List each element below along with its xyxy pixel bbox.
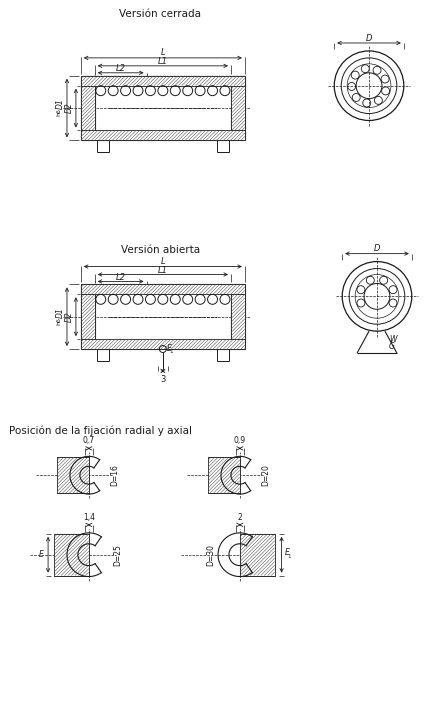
Text: L2: L2 [116,273,126,282]
Text: 0,9: 0,9 [234,436,246,446]
Bar [81,294,95,339]
Text: L: L [160,49,165,58]
Bar [208,458,240,493]
Text: D: D [366,34,372,42]
Text: D: D [374,244,380,253]
Text: h6: h6 [56,108,61,116]
Text: 0,7: 0,7 [83,436,95,446]
Bar [240,534,275,576]
Text: 1,4: 1,4 [83,513,95,522]
Bar [81,76,245,86]
Bar [231,86,245,130]
Bar [81,339,245,349]
Text: L2: L2 [116,64,126,73]
Text: W: W [389,334,396,344]
Bar [81,130,245,140]
Text: L1: L1 [158,266,168,275]
Text: D2: D2 [65,311,74,322]
Text: L1: L1 [158,57,168,66]
Text: D=25: D=25 [114,543,123,565]
Text: 2: 2 [238,513,242,522]
Text: L: L [160,257,165,266]
Text: D1: D1 [56,99,65,109]
Text: 1: 1 [288,554,291,559]
Text: D=30: D=30 [206,543,215,566]
Text: 1: 1 [170,348,173,353]
Text: E: E [39,551,44,559]
Text: 3: 3 [160,375,166,384]
Text: E: E [167,344,172,353]
Text: Versión cerrada: Versión cerrada [119,9,201,19]
Bar [54,534,89,576]
Text: D=20: D=20 [262,464,271,486]
Bar [81,86,95,130]
Text: D1: D1 [56,308,65,318]
Bar [81,284,245,294]
Text: D=16: D=16 [111,464,120,486]
Text: Versión abierta: Versión abierta [121,245,200,255]
Text: G: G [389,341,395,351]
Text: Posición de la fijación radial y axial: Posición de la fijación radial y axial [9,425,192,436]
Text: D2: D2 [65,103,74,113]
Bar [231,294,245,339]
Bar [57,458,89,493]
Text: h6: h6 [56,317,61,325]
Text: E: E [285,548,290,557]
